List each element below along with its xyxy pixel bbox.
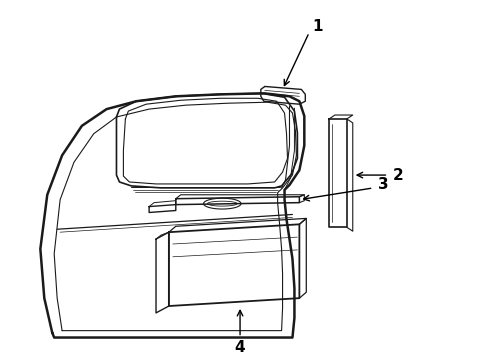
Text: 4: 4	[235, 340, 245, 355]
Text: 2: 2	[393, 167, 404, 183]
Text: 1: 1	[312, 19, 322, 34]
Text: 3: 3	[378, 177, 389, 193]
